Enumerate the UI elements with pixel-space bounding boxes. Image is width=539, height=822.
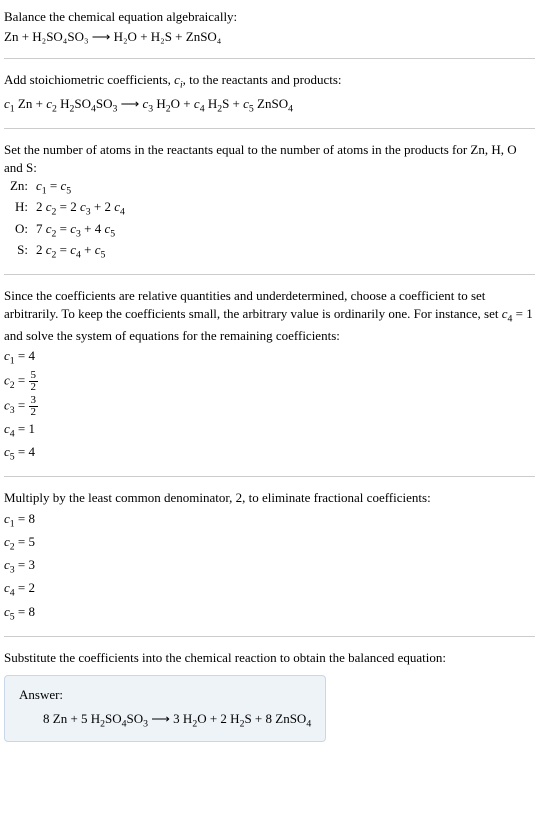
answer-equation: 8 Zn + 5 H2SO4SO3 ⟶ 3 H2O + 2 H2S + 8 Zn…: [19, 710, 311, 731]
underdet-text: Since the coefficients are relative quan…: [4, 287, 535, 345]
coeff-line: c4 = 2: [4, 579, 535, 600]
atom-row: S: 2 c2 = c4 + c5: [4, 241, 535, 262]
lcm-text: Multiply by the least common denominator…: [4, 489, 535, 507]
atom-label: O:: [4, 220, 36, 238]
atom-eq: 7 c2 = c3 + 4 c5: [36, 220, 535, 241]
coeff-line: c2 = 5: [4, 533, 535, 554]
coeff-line: c5 = 4: [4, 443, 535, 464]
underdetermined-section: Since the coefficients are relative quan…: [4, 287, 535, 464]
coeff-line: c1 = 4: [4, 347, 535, 368]
atom-eq: 2 c2 = c4 + c5: [36, 241, 535, 262]
coeff-line: c3 = 3: [4, 556, 535, 577]
substitute-section: Substitute the coefficients into the che…: [4, 649, 535, 667]
atom-label: H:: [4, 198, 36, 216]
answer-box: Answer: 8 Zn + 5 H2SO4SO3 ⟶ 3 H2O + 2 H2…: [4, 675, 326, 742]
stoich-text: Add stoichiometric coefficients, ci, to …: [4, 71, 535, 92]
intro-equation: Zn + H₂SO₄SO₃ ⟶ H₂O + H₂S + ZnSO₄: [4, 28, 535, 46]
atom-row: H: 2 c2 = 2 c3 + 2 c4: [4, 198, 535, 219]
atom-label: Zn:: [4, 177, 36, 195]
atom-eq: c1 = c5: [36, 177, 535, 198]
sub-text: Substitute the coefficients into the che…: [4, 649, 535, 667]
divider: [4, 58, 535, 59]
coeff-line: c4 = 1: [4, 420, 535, 441]
coeff-line: c1 = 8: [4, 510, 535, 531]
divider: [4, 476, 535, 477]
stoich-equation: c1 Zn + c2 H2SO4SO3 ⟶ c3 H2O + c4 H2S + …: [4, 95, 535, 116]
intro-section: Balance the chemical equation algebraica…: [4, 8, 535, 46]
stoich-section: Add stoichiometric coefficients, ci, to …: [4, 71, 535, 115]
divider: [4, 274, 535, 275]
atom-label: S:: [4, 241, 36, 259]
atoms-section: Set the number of atoms in the reactants…: [4, 141, 535, 262]
lcm-section: Multiply by the least common denominator…: [4, 489, 535, 623]
coeff-line: c3 = 32: [4, 395, 535, 418]
intro-text: Balance the chemical equation algebraica…: [4, 8, 535, 26]
atom-eq: 2 c2 = 2 c3 + 2 c4: [36, 198, 535, 219]
atoms-text: Set the number of atoms in the reactants…: [4, 141, 535, 177]
divider: [4, 128, 535, 129]
coeff-line: c2 = 52: [4, 370, 535, 393]
divider: [4, 636, 535, 637]
answer-label: Answer:: [19, 686, 311, 704]
atom-row: O: 7 c2 = c3 + 4 c5: [4, 220, 535, 241]
coeff-line: c5 = 8: [4, 603, 535, 624]
atom-row: Zn: c1 = c5: [4, 177, 535, 198]
